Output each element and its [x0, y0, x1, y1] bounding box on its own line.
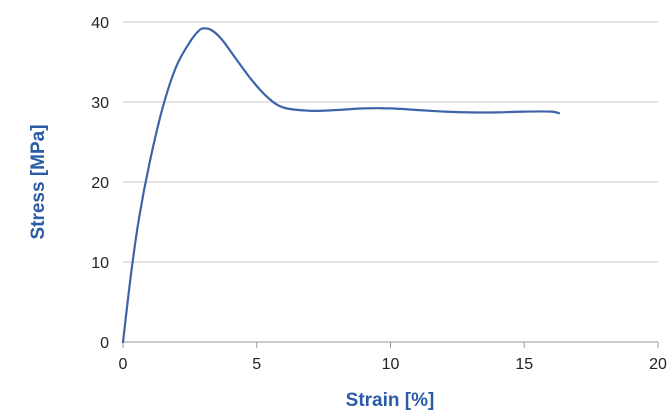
grid-lines [123, 21, 658, 263]
x-axis-title: Strain [%] [346, 390, 435, 411]
y-tick-label-40: 40 [91, 15, 109, 32]
series-line-0 [121, 27, 561, 344]
x-tick-label-15: 15 [515, 356, 533, 373]
x-tick-label-5: 5 [252, 356, 261, 373]
series-layer [121, 27, 561, 344]
y-axis-title: Stress [MPa] [28, 124, 49, 239]
y-tick-label-0: 0 [100, 335, 109, 352]
y-tick-label-10: 10 [91, 255, 109, 272]
x-tick-label-0: 0 [119, 356, 128, 373]
x-tick-label-20: 20 [649, 356, 667, 373]
axes [122, 341, 659, 348]
y-tick-label-30: 30 [91, 95, 109, 112]
x-tick-label-10: 10 [382, 356, 400, 373]
tick-labels: 0 10 20 30 40 0 5 10 15 20 [91, 15, 667, 373]
y-tick-label-20: 20 [91, 175, 109, 192]
